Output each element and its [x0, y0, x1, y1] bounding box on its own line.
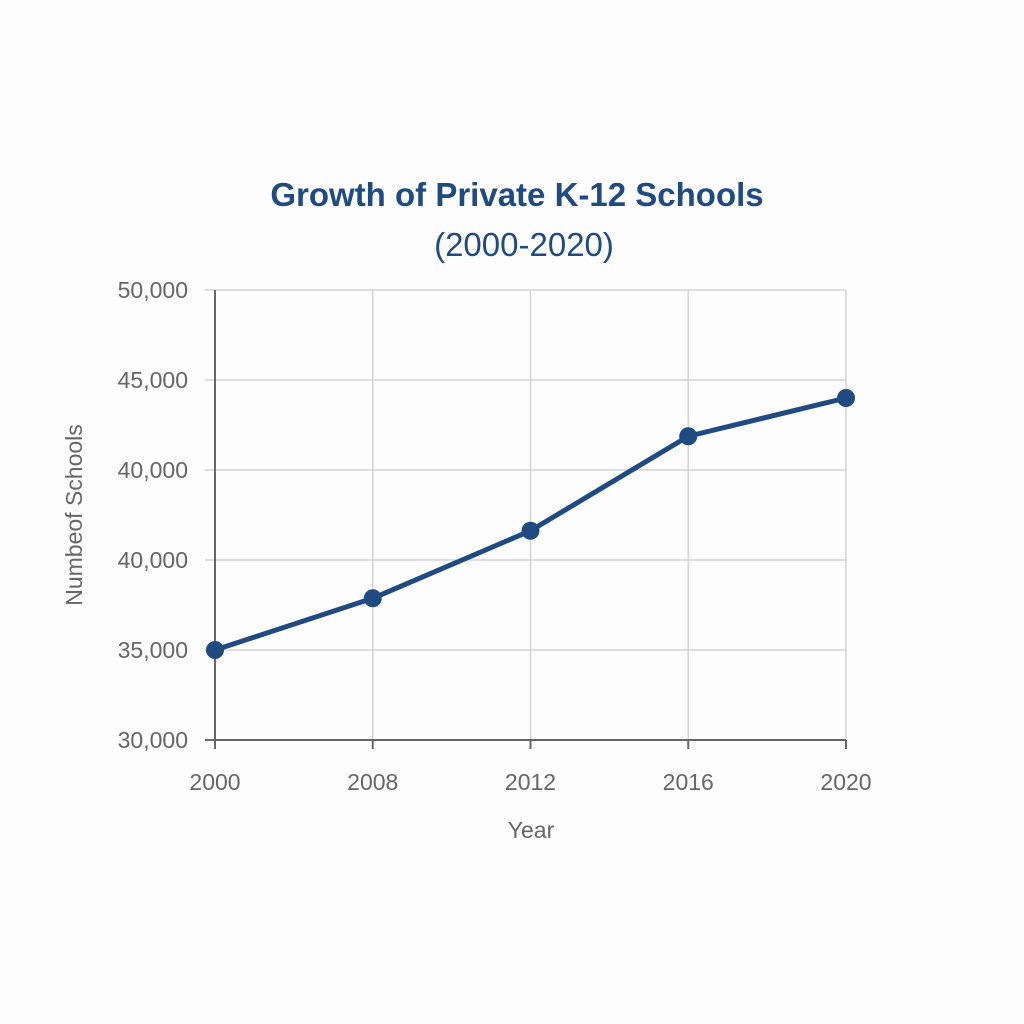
y-tick-label: 35,000	[118, 637, 188, 663]
tick-labels: 50,000 45,000 40,000 40,000 35,000 30,0002000…	[118, 277, 872, 795]
grid	[205, 289, 847, 740]
chart-subtitle: (2000-2020)	[434, 226, 614, 263]
data-point	[837, 389, 855, 407]
y-tick-label: 45,000	[118, 367, 188, 393]
axes	[205, 290, 847, 749]
chart-title: Growth of Private K-12 Schools	[270, 176, 763, 213]
data-point	[521, 521, 540, 540]
x-tick-label: 2000	[189, 769, 240, 795]
data-point	[363, 589, 382, 608]
data-point	[206, 641, 224, 659]
y-tick-label: 30,000	[118, 727, 188, 753]
y-axis-title: Numbeof Schools	[61, 424, 87, 606]
y-tick-label: 50,000	[118, 277, 188, 303]
y-tick-label: 40,000	[118, 547, 188, 573]
x-tick-label: 2008	[347, 769, 398, 795]
y-tick-label: 40,000	[118, 457, 188, 483]
x-tick-label: 2012	[505, 769, 556, 795]
x-tick-label: 2016	[663, 769, 714, 795]
data-point	[679, 427, 698, 446]
x-tick-label: 2020	[820, 769, 871, 795]
x-axis-title: Year	[508, 817, 555, 843]
series	[206, 389, 855, 659]
